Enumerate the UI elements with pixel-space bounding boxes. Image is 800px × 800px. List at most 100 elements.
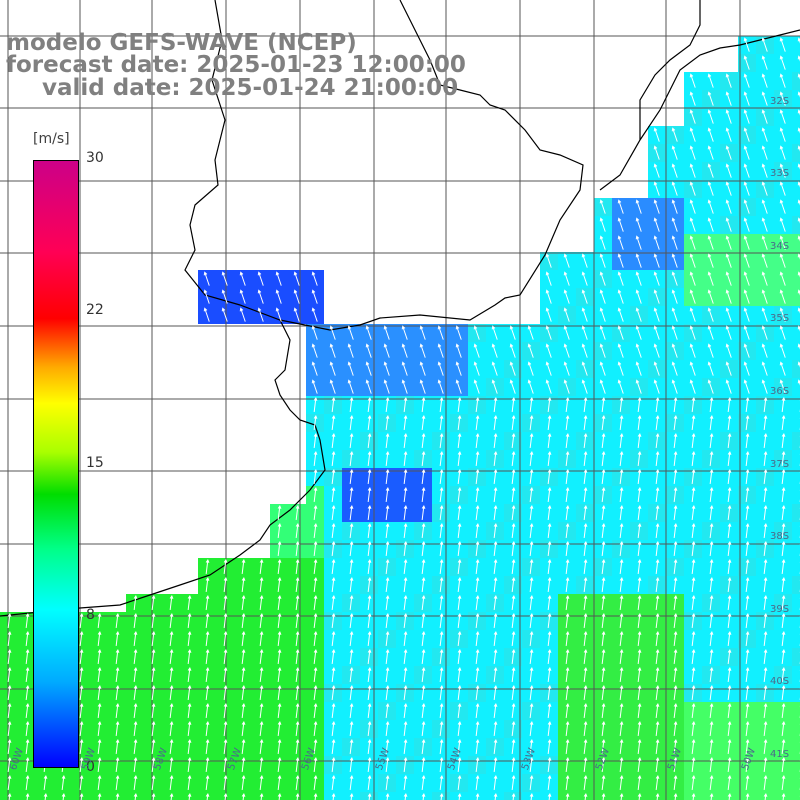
wind-arrow xyxy=(421,487,426,503)
wind-arrow xyxy=(439,523,444,539)
wind-arrow xyxy=(187,649,192,665)
wind-arrow xyxy=(547,559,552,575)
wind-arrow xyxy=(223,775,228,791)
wind-arrow xyxy=(97,775,102,791)
wind-arrow xyxy=(743,55,750,70)
wind-arrow xyxy=(545,379,552,394)
wind-arrow xyxy=(653,145,660,160)
wind-arrow xyxy=(691,721,696,737)
wind-arrow xyxy=(709,721,714,737)
wind-arrow xyxy=(349,613,354,629)
wind-arrow xyxy=(277,667,282,683)
wind-arrow xyxy=(779,325,786,340)
wind-arrow xyxy=(241,703,246,719)
wind-arrow xyxy=(689,325,696,340)
wind-arrow xyxy=(421,469,426,485)
wind-arrow xyxy=(439,739,444,755)
wind-arrow xyxy=(493,433,498,449)
wind-arrow xyxy=(727,739,732,755)
wind-arrow xyxy=(133,631,138,647)
wind-arrow xyxy=(781,559,786,575)
wind-arrow xyxy=(457,523,462,539)
wind-arrow xyxy=(385,721,390,737)
wind-arrow xyxy=(797,361,800,368)
wind-arrow xyxy=(743,127,750,142)
wind-arrow xyxy=(601,577,606,593)
wind-arrow xyxy=(383,325,390,340)
wind-arrow xyxy=(779,163,786,178)
wind-arrow xyxy=(761,181,768,196)
wind-arrow xyxy=(781,685,786,701)
wind-arrow xyxy=(313,667,318,683)
wind-arrow xyxy=(169,757,174,773)
wind-arrow xyxy=(223,595,228,611)
wind-arrow xyxy=(691,757,696,773)
wind-arrow xyxy=(493,613,498,629)
wind-arrow xyxy=(763,739,768,755)
wind-speed-cell xyxy=(792,252,800,270)
wind-arrow xyxy=(457,649,462,665)
wind-arrow xyxy=(707,343,714,358)
wind-arrow xyxy=(151,721,156,737)
wind-arrow xyxy=(457,469,462,485)
wind-arrow xyxy=(655,757,660,773)
wind-arrow xyxy=(367,577,372,593)
wind-arrow xyxy=(727,541,732,557)
wind-arrow xyxy=(727,793,732,800)
wind-arrow xyxy=(797,217,800,224)
wind-arrow xyxy=(707,217,714,232)
wind-arrow xyxy=(493,757,498,773)
wind-arrow xyxy=(619,703,624,719)
wind-arrow xyxy=(691,739,696,755)
wind-arrow xyxy=(763,433,768,449)
wind-arrow xyxy=(761,91,768,106)
wind-arrow xyxy=(763,613,768,629)
wind-arrow xyxy=(421,595,426,611)
wind-arrow xyxy=(313,523,318,539)
wind-arrow xyxy=(781,415,786,431)
wind-arrow xyxy=(385,703,390,719)
wind-arrow xyxy=(79,631,84,647)
wind-arrow xyxy=(349,523,354,539)
wind-arrow xyxy=(205,703,210,719)
wind-arrow xyxy=(493,487,498,503)
wind-arrow xyxy=(241,595,246,611)
wind-arrow xyxy=(403,577,408,593)
wind-arrow xyxy=(689,73,696,88)
wind-arrow xyxy=(511,757,516,773)
wind-arrow xyxy=(763,703,768,719)
wind-arrow xyxy=(779,235,786,250)
wind-arrow xyxy=(583,739,588,755)
wind-arrow xyxy=(671,361,678,376)
wind-arrow xyxy=(7,631,12,647)
wind-arrow xyxy=(581,271,588,286)
lat-label: 36S xyxy=(770,386,790,397)
wind-arrow xyxy=(403,505,408,521)
wind-arrow xyxy=(673,775,678,791)
wind-arrow xyxy=(707,91,714,106)
wind-arrow xyxy=(259,793,264,800)
wind-arrow xyxy=(295,649,300,665)
wind-arrow xyxy=(619,685,624,701)
wind-arrow xyxy=(403,541,408,557)
wind-arrow xyxy=(311,343,318,358)
wind-arrow xyxy=(275,307,282,322)
wind-arrow xyxy=(457,757,462,773)
wind-arrow xyxy=(187,757,192,773)
wind-arrow xyxy=(349,595,354,611)
wind-arrow xyxy=(601,415,606,431)
wind-arrow xyxy=(779,199,786,214)
wind-arrow xyxy=(601,739,606,755)
wind-arrow xyxy=(7,721,12,737)
wind-arrow xyxy=(761,73,768,88)
wind-arrow xyxy=(583,505,588,521)
wind-arrow xyxy=(563,361,570,376)
wind-arrow xyxy=(763,469,768,485)
wind-arrow xyxy=(635,343,642,358)
wind-arrow xyxy=(473,361,480,376)
wind-arrow xyxy=(349,559,354,575)
wind-arrow xyxy=(637,685,642,701)
wind-arrow xyxy=(401,343,408,358)
wind-arrow xyxy=(313,469,318,485)
wind-arrow xyxy=(25,775,30,791)
